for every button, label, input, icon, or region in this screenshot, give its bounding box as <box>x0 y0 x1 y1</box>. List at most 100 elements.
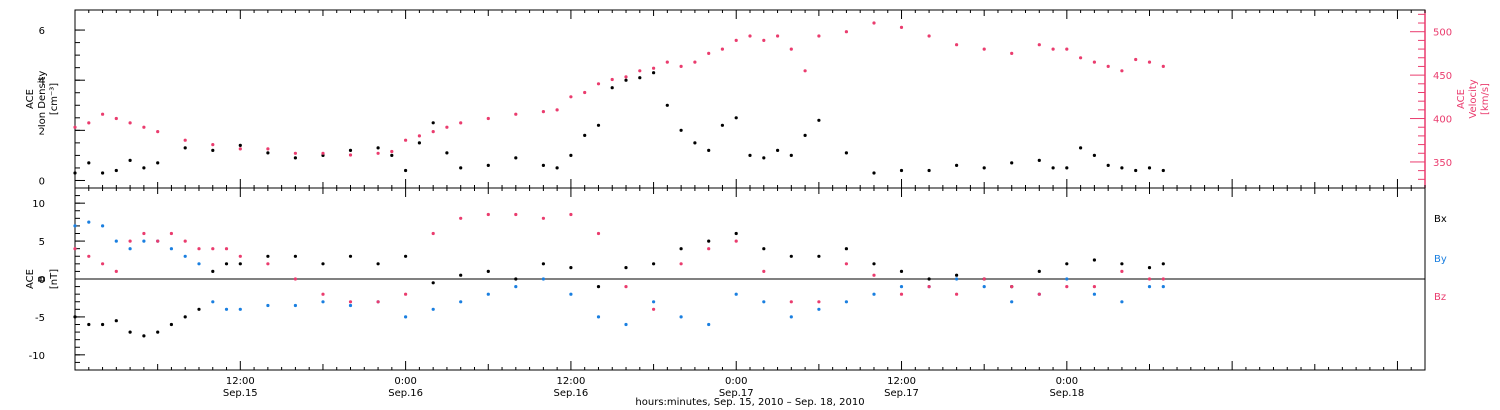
data-point <box>459 216 463 220</box>
data-point <box>128 247 132 251</box>
data-point <box>445 151 449 155</box>
data-point <box>142 334 146 338</box>
data-point <box>624 285 628 289</box>
data-point <box>169 247 173 251</box>
time-tick-label: 12:00 <box>887 376 916 387</box>
data-point <box>486 269 490 273</box>
data-point <box>73 224 77 228</box>
data-point <box>114 269 118 273</box>
ion-density-ylabel-line2: Ion Density <box>37 71 48 128</box>
data-point <box>569 153 573 157</box>
data-point <box>1051 166 1055 170</box>
data-point <box>404 138 408 142</box>
data-point <box>693 141 697 145</box>
data-point <box>899 269 904 273</box>
data-point <box>817 254 821 258</box>
data-point <box>624 266 628 270</box>
data-point <box>514 285 518 289</box>
data-point <box>638 69 642 73</box>
data-point <box>114 319 118 323</box>
data-point <box>569 266 573 270</box>
data-point <box>844 151 849 155</box>
velocity-tick-label: 450 <box>1433 71 1452 82</box>
data-point <box>1120 262 1124 266</box>
data-point <box>1079 56 1083 60</box>
data-point <box>238 147 242 151</box>
data-point <box>404 254 408 258</box>
time-tick-label: 0:00 <box>394 376 416 387</box>
data-point <box>376 146 380 150</box>
data-point <box>596 285 601 289</box>
bfield-tick-label: -10 <box>29 351 45 362</box>
data-point <box>417 134 421 138</box>
data-point <box>596 315 601 319</box>
data-point <box>1120 269 1124 273</box>
data-point <box>114 168 118 173</box>
data-point <box>707 247 711 251</box>
data-point <box>1079 146 1083 150</box>
data-point <box>652 71 656 75</box>
data-point <box>817 300 821 304</box>
data-point <box>762 156 766 160</box>
data-point <box>417 141 421 145</box>
data-point <box>1092 258 1096 262</box>
data-point <box>1092 153 1096 157</box>
time-tick-label: 12:00 <box>557 376 586 387</box>
data-point <box>762 38 766 43</box>
data-point <box>624 78 628 82</box>
data-point <box>156 330 160 334</box>
data-point <box>211 269 215 273</box>
data-point <box>955 163 959 167</box>
plasma-data-layer <box>73 21 1165 175</box>
data-point <box>1010 285 1014 289</box>
day-tick-label: Sep.15 <box>223 388 258 399</box>
data-point <box>693 60 697 64</box>
ion-density-ylabel-line3: [cm⁻³] <box>49 83 60 115</box>
data-point <box>87 322 91 327</box>
bfield-ylabel: ACE B [nT] <box>25 269 60 289</box>
data-point <box>1106 64 1110 68</box>
bfield-tick-label: -5 <box>35 313 45 324</box>
data-point <box>1106 163 1110 167</box>
legend-bx: Bx <box>1434 214 1447 225</box>
data-point <box>541 163 546 167</box>
data-point <box>1134 168 1138 173</box>
data-point <box>1161 277 1165 281</box>
bfield-ylabel-line1: ACE <box>25 269 36 289</box>
data-point <box>87 254 91 258</box>
data-point <box>486 292 490 296</box>
data-point <box>183 146 187 150</box>
data-point <box>734 239 738 243</box>
data-point <box>748 153 752 157</box>
data-point <box>541 262 546 266</box>
data-point <box>348 303 353 308</box>
data-point <box>142 231 146 236</box>
data-point <box>748 34 752 38</box>
magnetic-data-layer <box>73 212 1165 338</box>
data-point <box>569 292 573 296</box>
data-point <box>404 315 408 319</box>
data-point <box>1092 285 1096 289</box>
data-point <box>1161 262 1165 266</box>
data-point <box>142 166 146 170</box>
ion-density-tick-label: 0 <box>39 176 45 187</box>
data-point <box>514 212 518 217</box>
data-point <box>101 171 105 175</box>
data-point <box>266 151 270 155</box>
data-point <box>445 125 449 129</box>
data-point <box>844 247 849 251</box>
data-point <box>844 30 849 34</box>
data-point <box>1010 300 1014 304</box>
data-point <box>348 254 353 258</box>
data-point <box>624 75 628 79</box>
velocity-ylabel-line1: ACE <box>1456 89 1467 109</box>
data-point <box>101 112 105 116</box>
data-point <box>183 138 187 142</box>
data-point <box>1065 166 1069 170</box>
data-point <box>431 231 435 236</box>
data-point <box>955 43 959 47</box>
data-point <box>87 121 91 125</box>
data-point <box>431 130 435 134</box>
data-point <box>679 247 683 251</box>
